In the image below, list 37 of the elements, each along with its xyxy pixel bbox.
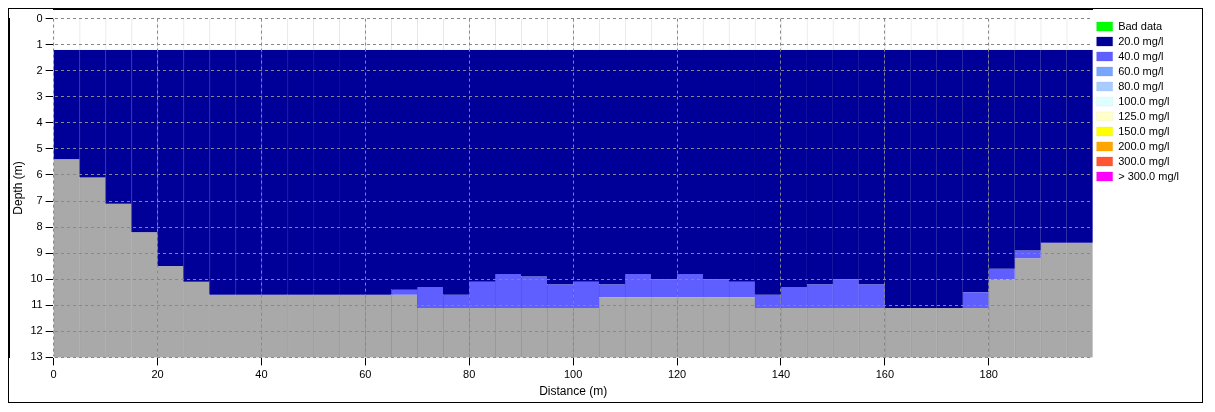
legend-label: 150.0 mg/l	[1118, 124, 1170, 137]
legend-label: 125.0 mg/l	[1118, 109, 1170, 122]
x-axis-title: Distance (m)	[539, 384, 608, 399]
y-tick-label: 3	[36, 89, 43, 102]
legend-label: 20.0 mg/l	[1118, 34, 1164, 47]
y-tick-label: 7	[36, 194, 43, 207]
y-tick-label: 10	[30, 272, 43, 285]
y-tick-label: 12	[30, 324, 43, 337]
legend-label: > 300.0 mg/l	[1118, 169, 1179, 182]
x-tick-label: 140	[771, 368, 791, 381]
y-tick-label: 9	[36, 246, 43, 259]
y-tick-label: 6	[36, 168, 43, 180]
legend-label: 80.0 mg/l	[1118, 79, 1164, 92]
x-tick-label: 60	[359, 368, 372, 381]
x-tick-label: 160	[875, 368, 895, 381]
y-tick-label: 13	[30, 350, 43, 363]
legend-label: 40.0 mg/l	[1118, 49, 1164, 62]
legend-label: 300.0 mg/l	[1118, 154, 1170, 167]
y-tick-label: 4	[36, 115, 43, 128]
x-tick-label: 100	[563, 368, 583, 381]
y-axis-title: Depth (m)	[10, 161, 25, 215]
y-tick-label: 5	[36, 141, 43, 154]
x-tick-label: 120	[667, 368, 687, 381]
legend-label: 60.0 mg/l	[1118, 64, 1164, 77]
y-tick-label: 11	[31, 298, 43, 311]
legend-label: Bad data	[1118, 19, 1164, 32]
y-tick-label: 1	[36, 37, 43, 50]
legend-label: 200.0 mg/l	[1118, 139, 1170, 152]
x-tick-label: 20	[151, 368, 164, 381]
x-tick-label: 0	[50, 368, 57, 381]
x-tick-label: 180	[979, 368, 998, 381]
legend-label: 100.0 mg/l	[1118, 94, 1170, 107]
y-tick-label: 0	[36, 11, 43, 24]
y-tick-label: 8	[36, 220, 43, 233]
x-tick-label: 80	[463, 368, 476, 381]
y-tick-label: 2	[36, 63, 43, 76]
x-tick-label: 40	[255, 368, 268, 381]
